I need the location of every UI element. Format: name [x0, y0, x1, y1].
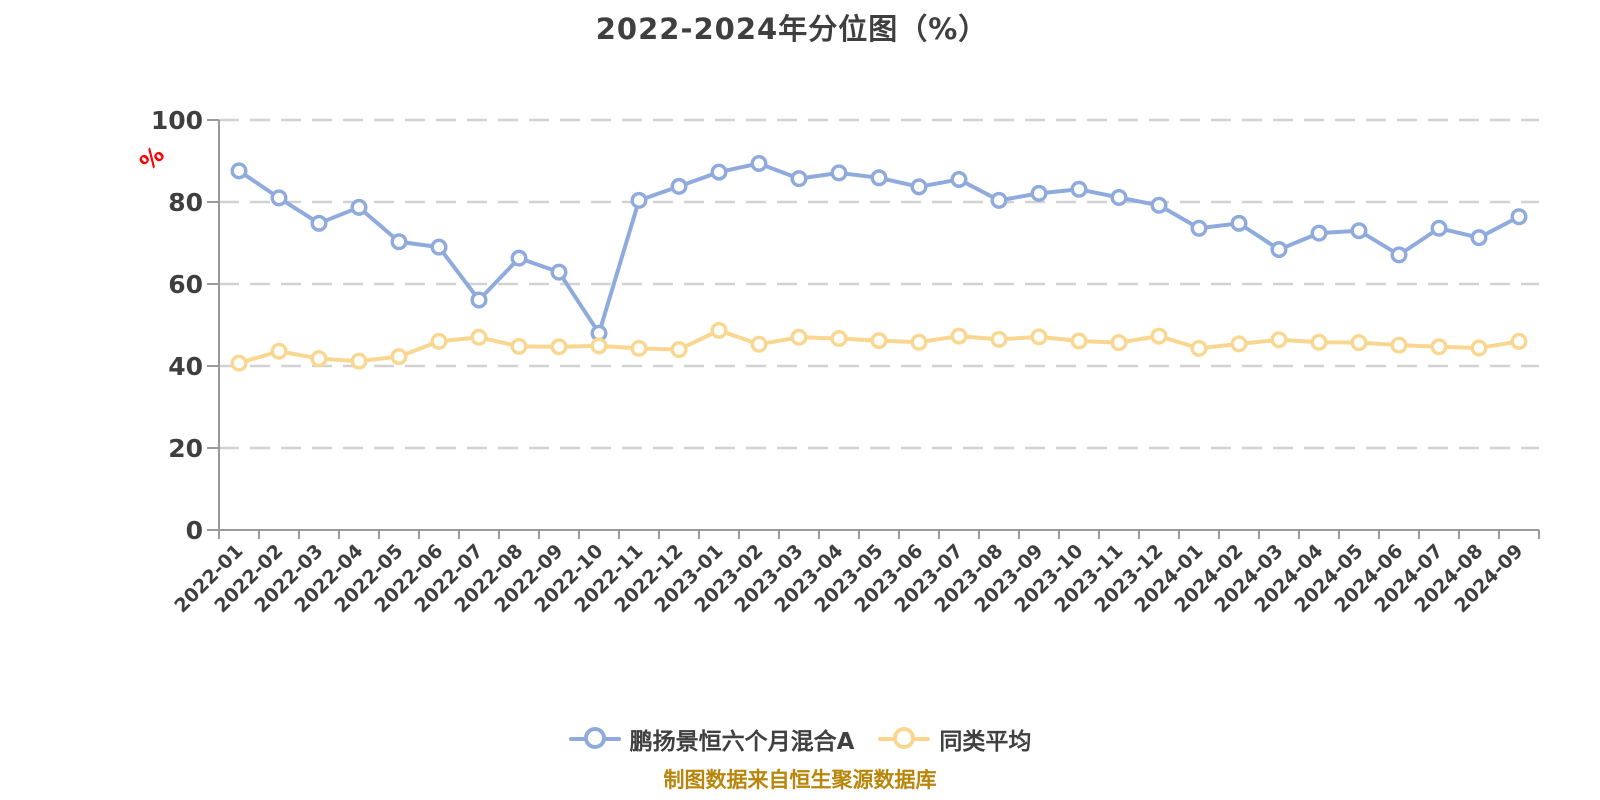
legend-dot-swatch [583, 727, 606, 749]
data-point [1150, 327, 1168, 345]
data-point [1110, 188, 1128, 206]
data-point [1470, 229, 1488, 247]
data-point [910, 178, 928, 196]
data-point [550, 263, 568, 281]
data-point [1150, 196, 1168, 214]
line-marker-icon [568, 727, 621, 751]
data-point [1230, 214, 1248, 232]
data-point [350, 198, 368, 216]
data-point [1430, 219, 1448, 237]
data-point [1350, 222, 1368, 240]
line-marker-icon [878, 727, 931, 751]
data-point [950, 327, 968, 345]
data-point [1310, 224, 1328, 242]
data-point [990, 330, 1008, 348]
data-point [790, 328, 808, 346]
data-point [630, 191, 648, 209]
y-axis-tick-label: 60 [168, 270, 203, 299]
data-point [710, 321, 728, 339]
data-point [790, 170, 808, 188]
data-point [1350, 334, 1368, 352]
data-point [590, 337, 608, 355]
legend-item-category-average[interactable]: 同类平均 [878, 722, 1031, 756]
data-point [390, 233, 408, 251]
data-point [510, 249, 528, 267]
data-point [1110, 334, 1128, 352]
data-point [1030, 184, 1048, 202]
data-point [1470, 339, 1488, 357]
data-point [1230, 335, 1248, 353]
data-point [1190, 219, 1208, 237]
data-point [1390, 246, 1408, 264]
data-point [1510, 208, 1528, 226]
data-point [310, 214, 328, 232]
legend-label-fund: 鹏扬景恒六个月混合A [629, 729, 855, 755]
data-point [870, 332, 888, 350]
legend: 鹏扬景恒六个月混合A 同类平均 [0, 722, 1600, 756]
data-point [670, 341, 688, 359]
data-point [230, 354, 248, 372]
data-point [1310, 333, 1328, 351]
data-point [1270, 241, 1288, 259]
y-axis-tick-label: 20 [168, 434, 203, 463]
data-point [1190, 339, 1208, 357]
data-point [670, 177, 688, 195]
data-point [350, 352, 368, 370]
data-point [390, 348, 408, 366]
data-point [870, 169, 888, 187]
data-point [430, 332, 448, 350]
data-point [1270, 331, 1288, 349]
data-point [1430, 338, 1448, 356]
data-point [910, 333, 928, 351]
data-point [270, 189, 288, 207]
y-axis-tick-label: 40 [168, 352, 203, 381]
data-point [550, 338, 568, 356]
data-point [1390, 336, 1408, 354]
y-axis-tick-label: 100 [151, 106, 203, 135]
data-point [430, 238, 448, 256]
data-source-note: 制图数据来自恒生聚源数据库 [663, 768, 937, 792]
data-point [1070, 332, 1088, 350]
data-point [1030, 328, 1048, 346]
data-point [750, 154, 768, 172]
legend-label-category-average: 同类平均 [939, 729, 1032, 755]
legend-item-fund[interactable]: 鹏扬景恒六个月混合A [568, 722, 855, 756]
data-point [310, 350, 328, 368]
y-axis-tick-label: 80 [168, 188, 203, 217]
data-point [830, 164, 848, 182]
page-title: 2022-2024年分位图（%） [595, 12, 989, 46]
data-point [1070, 180, 1088, 198]
data-point [950, 170, 968, 188]
data-point [230, 162, 248, 180]
data-point [270, 342, 288, 360]
data-point [510, 337, 528, 355]
data-point [710, 163, 728, 181]
legend-dot-swatch [893, 727, 916, 749]
data-point [990, 191, 1008, 209]
data-point [830, 330, 848, 348]
data-point [470, 328, 488, 346]
data-point [630, 339, 648, 357]
data-point [470, 291, 488, 309]
data-point [1510, 332, 1528, 350]
data-point [750, 335, 768, 353]
y-axis-tick-label: 0 [186, 516, 203, 545]
